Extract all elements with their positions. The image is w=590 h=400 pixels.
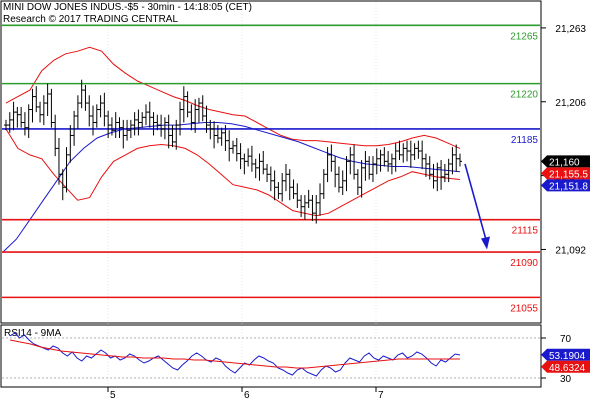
forecast-arrow-head <box>481 236 490 250</box>
y-tick-label: 21,263 <box>555 24 586 35</box>
price-tag-label: 21,160 <box>549 157 580 168</box>
y-tick-label: 21,206 <box>555 98 586 109</box>
chart-subtitle: Research © 2017 TRADING CENTRAL <box>3 14 179 25</box>
price-tag <box>541 155 590 168</box>
y-tick-label: 21,092 <box>555 245 586 256</box>
grid-layer <box>107 2 377 386</box>
rsi-line <box>9 332 461 377</box>
price-tag-label: 21,151.8 <box>549 181 588 192</box>
x-tick-label: 7 <box>378 390 384 400</box>
forecast-arrow-layer <box>464 163 490 250</box>
level-label: 21185 <box>511 135 539 146</box>
price-tag <box>541 167 590 180</box>
chart-title: MINI DOW JONES INDUS.-$5 - 30min - 14:18… <box>3 2 252 13</box>
price-tag <box>541 179 590 192</box>
level-label: 21090 <box>510 258 538 269</box>
price-layer <box>4 79 462 224</box>
rsi-tag-label: 48.6324 <box>549 363 586 374</box>
price-tag-label: 21,155.5 <box>549 169 588 180</box>
bollinger-lower <box>5 128 461 217</box>
rsi-tick-label: 70 <box>560 334 572 345</box>
forecast-arrow-shaft <box>464 163 488 244</box>
rsi-tag <box>541 360 590 373</box>
level-label: 21115 <box>512 226 539 237</box>
bollinger-upper <box>5 46 461 149</box>
price-panel-frame <box>0 0 542 324</box>
rsi-ma-line <box>9 339 460 369</box>
level-label: 21265 <box>510 31 538 42</box>
rsi-tag <box>541 348 590 361</box>
rsi-tag-label: 53.1904 <box>549 351 586 362</box>
level-label: 21055 <box>510 303 538 314</box>
rsi-label: RSI14 - 9MA <box>4 328 62 339</box>
rsi-tick-label: 30 <box>560 374 572 385</box>
rsi-panel-frame <box>0 324 542 388</box>
x-tick-label: 5 <box>110 390 116 400</box>
level-label: 21220 <box>510 90 538 101</box>
levels-layer: 21265 21220 21185 21115 21090 21055 <box>2 24 540 314</box>
x-tick-label: 6 <box>244 390 250 400</box>
